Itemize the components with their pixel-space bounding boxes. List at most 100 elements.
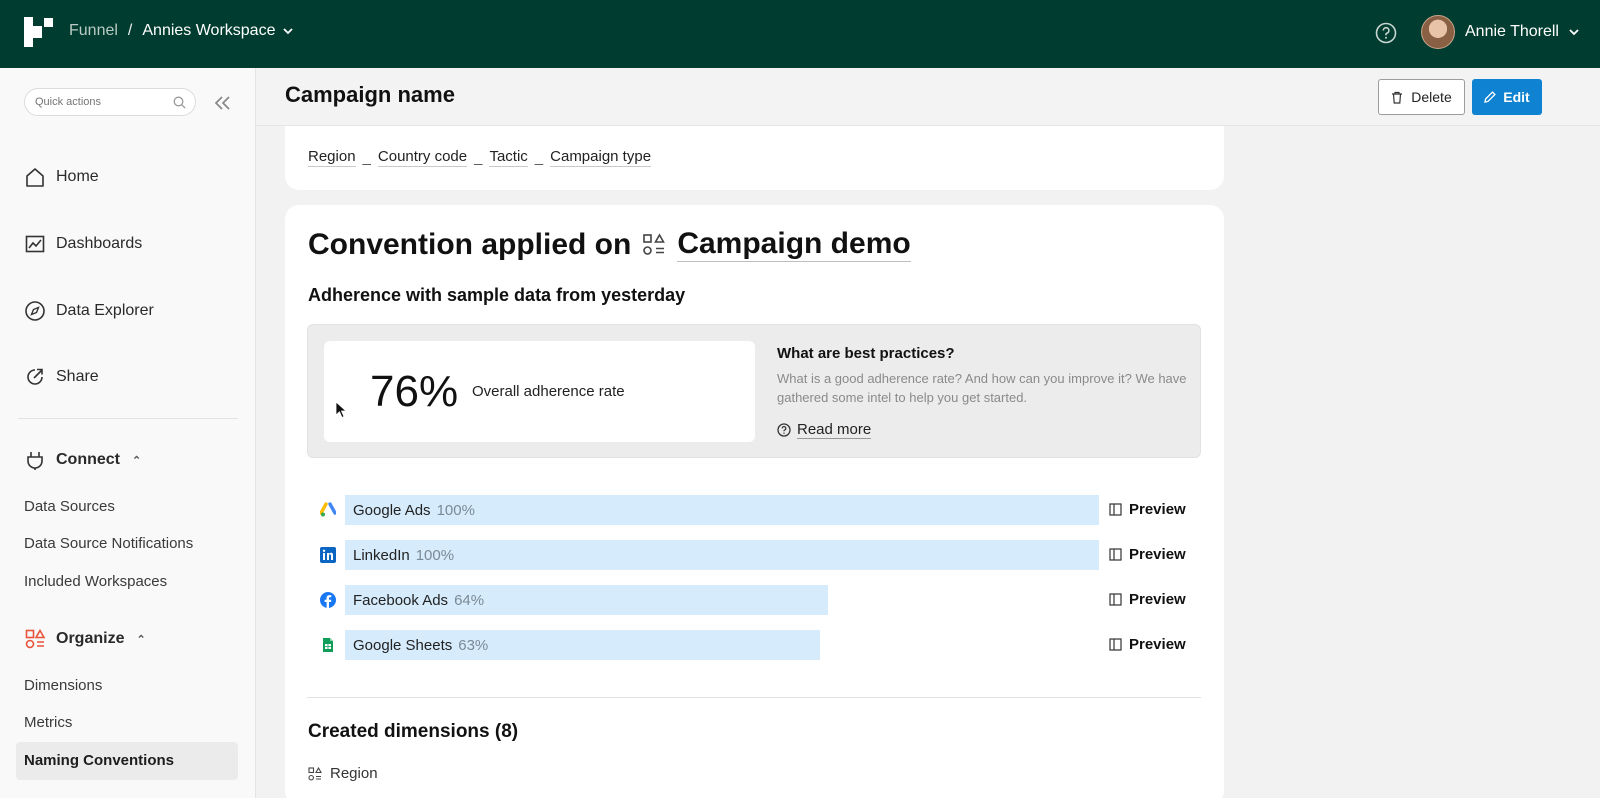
pattern-token-tactic[interactable]: Tactic	[489, 148, 528, 167]
funnel-logo[interactable]	[24, 17, 54, 47]
sidebar-item-included-workspaces[interactable]: Included Workspaces	[24, 573, 168, 590]
source-name: Google Ads	[353, 502, 431, 519]
best-practices-title: What are best practices?	[777, 345, 955, 362]
source-row-facebook-ads: Facebook Ads 64% Preview	[320, 585, 1190, 615]
sidebar-item-label: Data Explorer	[56, 302, 154, 319]
sidebar-item-label: Share	[56, 368, 99, 385]
preview-button[interactable]: Preview	[1109, 546, 1186, 563]
sidebar-item-data-source-notifications[interactable]: Data Source Notifications	[24, 535, 194, 552]
help-icon	[777, 423, 791, 437]
bar-fill	[345, 630, 821, 660]
sidebar-item-dashboards[interactable]: Dashboards	[24, 233, 142, 255]
convention-title: Convention applied on Campaign demo	[308, 227, 911, 262]
preview-label: Preview	[1129, 636, 1186, 653]
user-menu[interactable]: Annie Thorell	[1421, 15, 1579, 49]
chevron-up-icon: ⌃	[136, 633, 146, 646]
quick-actions-search[interactable]	[24, 88, 196, 116]
section-label: Connect	[56, 451, 120, 468]
breadcrumb: Funnel / Annies Workspace	[69, 22, 294, 40]
source-pct: 100%	[415, 547, 455, 564]
source-row-linkedin: LinkedIn 100% Preview	[320, 540, 1190, 570]
dimension-icon	[643, 232, 666, 255]
sidebar-item-share[interactable]: Share	[24, 366, 99, 388]
bar-label: Google Ads 100%	[353, 502, 475, 519]
breadcrumb-separator: /	[127, 22, 133, 39]
workspace-name: Annies Workspace	[142, 22, 276, 39]
bar-track: Google Sheets 63%	[345, 630, 1099, 660]
naming-pattern: Region _ Country code _ Tactic _ Campaig…	[308, 148, 652, 167]
trash-icon	[1392, 91, 1403, 104]
adherence-rate-value: 76%	[370, 367, 459, 416]
sidebar-item-label: Home	[56, 168, 99, 185]
mouse-cursor-icon	[335, 401, 347, 419]
preview-button[interactable]: Preview	[1109, 636, 1186, 653]
sidebar-item-data-sources[interactable]: Data Sources	[24, 498, 115, 515]
sidebar-item-dimensions[interactable]: Dimensions	[24, 677, 103, 694]
preview-icon	[1109, 593, 1122, 606]
bar-fill	[345, 540, 1099, 570]
delete-button[interactable]: Delete	[1378, 79, 1465, 115]
organize-icon	[25, 628, 46, 649]
plug-icon	[27, 452, 43, 470]
breadcrumb-app[interactable]: Funnel	[69, 22, 118, 39]
preview-icon	[1109, 503, 1122, 516]
preview-button[interactable]: Preview	[1109, 501, 1186, 518]
top-bar: Funnel / Annies Workspace Annie Thorell	[0, 0, 1600, 68]
search-icon	[173, 96, 186, 109]
chevron-down-icon	[283, 27, 294, 34]
bar-track: LinkedIn 100%	[345, 540, 1099, 570]
preview-icon	[1109, 548, 1122, 561]
created-dimensions-title: Created dimensions (8)	[308, 721, 519, 742]
sidebar-item-metrics[interactable]: Metrics	[24, 714, 73, 731]
chevron-down-icon	[1569, 28, 1579, 35]
sidebar-item-naming-conventions[interactable]: Naming Conventions	[16, 742, 238, 780]
preview-label: Preview	[1129, 591, 1186, 608]
pattern-separator: _	[534, 149, 544, 166]
collapse-sidebar-icon[interactable]	[213, 95, 231, 111]
sidebar-section-connect[interactable]: Connect ⌃	[24, 449, 141, 471]
pattern-separator: _	[474, 149, 483, 166]
pattern-token-campaign-type[interactable]: Campaign type	[550, 148, 652, 167]
bar-label: Google Sheets 63%	[353, 637, 488, 654]
user-name: Annie Thorell	[1465, 23, 1559, 40]
help-icon[interactable]	[1375, 22, 1397, 44]
edit-button[interactable]: Edit	[1472, 79, 1542, 115]
source-pct: 63%	[458, 637, 489, 654]
pattern-token-region[interactable]: Region	[308, 148, 356, 167]
source-row-google-sheets: Google Sheets 63% Preview	[320, 630, 1190, 660]
sidebar-item-home[interactable]: Home	[24, 166, 99, 188]
read-more-label: Read more	[797, 421, 872, 439]
dimension-item-label: Region	[330, 765, 378, 782]
dimension-item[interactable]: Region	[308, 765, 378, 782]
page-header: Campaign name Delete Edit	[256, 68, 1600, 126]
preview-label: Preview	[1129, 546, 1186, 563]
facebook-icon	[320, 592, 336, 608]
section-divider	[307, 697, 1201, 698]
source-name: LinkedIn	[353, 547, 410, 564]
share-icon	[27, 368, 43, 385]
page-title: Campaign name	[285, 82, 455, 107]
bar-track: Facebook Ads 64%	[345, 585, 1099, 615]
convention-target-link[interactable]: Campaign demo	[677, 227, 911, 262]
edit-label: Edit	[1503, 89, 1530, 105]
adherence-rate-card: 76% Overall adherence rate	[324, 341, 755, 442]
sidebar-section-organize[interactable]: Organize ⌃	[24, 628, 146, 650]
pattern-token-country-code[interactable]: Country code	[377, 148, 468, 167]
source-name: Facebook Ads	[353, 592, 449, 609]
chevron-up-icon: ⌃	[132, 454, 142, 467]
read-more-link[interactable]: Read more	[777, 421, 872, 439]
preview-label: Preview	[1129, 501, 1186, 518]
preview-icon	[1109, 638, 1122, 651]
sidebar-item-data-explorer[interactable]: Data Explorer	[24, 300, 154, 322]
workspace-selector[interactable]: Annies Workspace	[142, 22, 294, 40]
chart-icon	[25, 235, 45, 253]
preview-button[interactable]: Preview	[1109, 591, 1186, 608]
compass-icon	[25, 301, 45, 321]
quick-actions-input[interactable]	[35, 96, 165, 108]
adherence-rate-label: Overall adherence rate	[472, 383, 625, 400]
linkedin-icon	[320, 547, 336, 563]
google-sheets-icon	[323, 638, 333, 652]
source-name: Google Sheets	[353, 637, 453, 654]
source-pct: 64%	[454, 592, 485, 609]
best-practices-text: What is a good adherence rate? And how c…	[777, 371, 1187, 405]
